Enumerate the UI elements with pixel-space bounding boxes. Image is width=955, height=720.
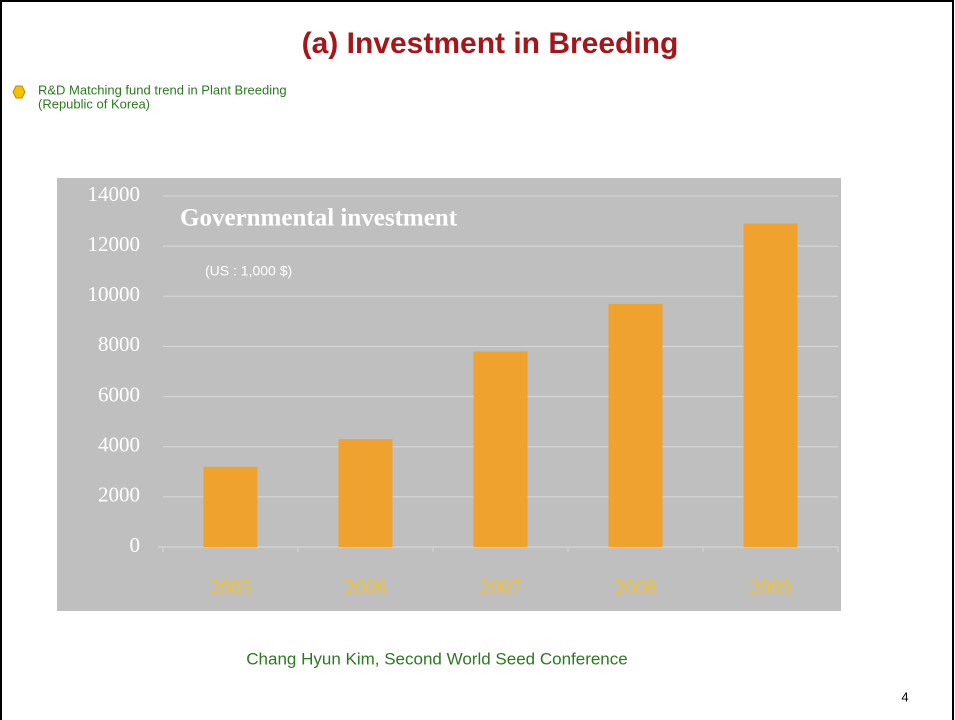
page-number: 4 xyxy=(901,689,908,704)
citation: Chang Hyun Kim, Second World Seed Confer… xyxy=(246,649,627,668)
y-tick-label: 14000 xyxy=(88,182,141,206)
x-tick-label: 2005 xyxy=(210,575,252,599)
y-tick-label: 2000 xyxy=(98,483,140,507)
y-tick-label: 12000 xyxy=(88,232,141,256)
y-tick-label: 6000 xyxy=(98,382,140,406)
bullet-icon xyxy=(12,85,26,99)
bar xyxy=(743,223,798,548)
y-tick-label: 10000 xyxy=(88,282,141,306)
x-tick-label: 2007 xyxy=(480,575,522,599)
bar xyxy=(473,351,528,547)
chart-title: Governmental investment xyxy=(180,205,458,232)
y-tick-label: 0 xyxy=(130,533,141,557)
bar xyxy=(608,303,663,547)
bar xyxy=(203,466,258,547)
chart-subtitle: (US : 1,000 $) xyxy=(205,263,292,279)
y-tick-label: 4000 xyxy=(98,433,140,457)
bullet-text: (Republic of Korea) xyxy=(38,96,150,111)
y-tick-label: 8000 xyxy=(98,332,140,356)
x-tick-label: 2006 xyxy=(345,575,387,599)
x-tick-label: 2008 xyxy=(615,575,657,599)
slide-title: (a) Investment in Breeding xyxy=(302,27,679,60)
bar xyxy=(338,439,393,547)
chart-background xyxy=(57,178,841,611)
bullet-text: R&D Matching fund trend in Plant Breedin… xyxy=(38,82,287,97)
x-tick-label: 2009 xyxy=(750,575,792,599)
